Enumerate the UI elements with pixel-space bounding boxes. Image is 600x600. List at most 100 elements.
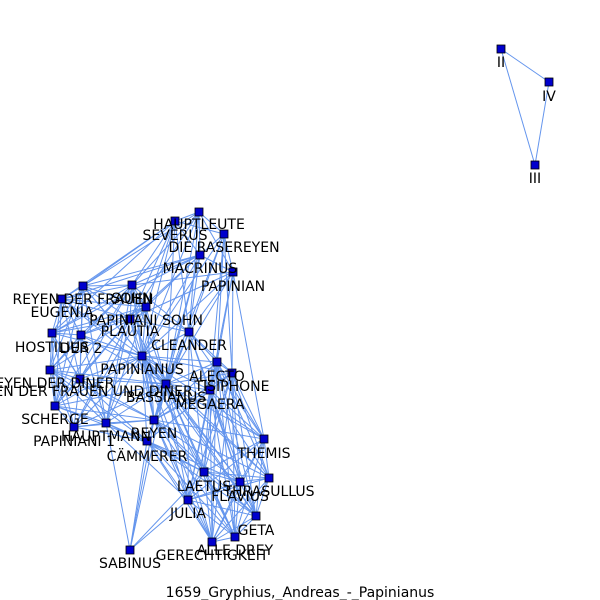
node-label-hauptleute: HAUPTLEUTE — [153, 217, 245, 233]
edge-alecto-themis — [216, 361, 265, 440]
node-flavius — [235, 477, 245, 487]
edge-papinianus-themis — [141, 355, 265, 440]
edge-papinian-papinianus — [141, 271, 234, 357]
edge-tisiphone-bassianus — [165, 372, 233, 385]
node-label-alecto: ALECTO — [189, 369, 245, 385]
edge-papinian-sohn — [131, 271, 234, 286]
node-hostilius — [47, 328, 57, 338]
node-eugenia — [57, 294, 67, 304]
edge-hostilius-reyen_der_diner — [49, 332, 53, 371]
edge-reyen_der_diner-reyen — [49, 369, 155, 421]
edge-hauptleute-papinian — [198, 211, 234, 273]
edge-tisiphone-flavius — [231, 372, 241, 483]
edge-macrinus-eugenia — [61, 254, 201, 300]
edge-reyen-alle_drey — [153, 419, 236, 538]
edge-reyen_der_frauen_und_diner-hauptmann — [79, 378, 107, 424]
edge-ii-iii — [500, 48, 536, 166]
edge-alecto-reyen — [153, 361, 218, 421]
edge-der_2-reyen_der_diner — [49, 334, 82, 371]
edge-severus-macrinus — [174, 220, 201, 256]
edge-tisiphone-reyen — [153, 372, 233, 421]
edge-plautia-papinianus — [129, 318, 143, 357]
node-label-papiniani-sohn: PAPINIANI SOHN — [89, 313, 203, 329]
node-plautia — [125, 314, 135, 324]
node-hauptleute — [194, 207, 204, 217]
edge-alecto-bassianus — [165, 361, 218, 385]
edge-sohn-hauptmann — [105, 284, 133, 424]
edge-eugenia-plautia — [61, 298, 131, 320]
node-label-ii: II — [497, 55, 505, 71]
edge-cleander-tisiphone — [188, 331, 233, 374]
edge-themis-laetus — [203, 438, 265, 473]
node-bassianus — [161, 379, 171, 389]
edge-severus-papiniani_sohn — [145, 220, 176, 308]
edge-laetus-flavius — [203, 471, 241, 483]
node-layer — [45, 44, 554, 555]
edge-megaera-flavius — [209, 389, 241, 483]
edge-ii-iv — [500, 48, 550, 83]
edge-bassianus-scherge — [54, 383, 167, 407]
edge-hauptmann-sabinus — [105, 422, 131, 551]
edge-plautia-cleander — [129, 318, 190, 333]
edge-themis-thrasullus — [263, 438, 270, 479]
edge-die_rasereyen-papinian — [223, 233, 234, 273]
edge-reyen_der_frauen_und_diner-cammerer — [79, 378, 148, 442]
edge-papinianus-reyen_der_diner — [49, 355, 143, 371]
edge-der_2-scherge — [54, 334, 82, 407]
edge-cammerer-flavius — [146, 440, 241, 483]
edge-papiniani_sohn-der_2 — [80, 306, 147, 336]
edge-hauptmann-laetus — [105, 422, 205, 473]
edge-bassianus-themis — [165, 383, 265, 440]
node-label-eugenia: EUGENIA — [31, 305, 94, 321]
edge-plautia-reyen_der_diner — [49, 318, 131, 371]
edge-die_rasereyen-alecto — [216, 233, 225, 363]
edge-tisiphone-geta — [231, 372, 257, 517]
node-alle-drey — [230, 532, 240, 542]
node-label-papiniani-1: PAPINIANI 1 — [33, 434, 115, 450]
edge-papinianus-hauptmann — [105, 355, 143, 424]
edge-flavius-gerechtigkeit — [211, 481, 241, 543]
edge-scherge-reyen — [54, 405, 155, 421]
edge-thrasullus-geta — [255, 477, 270, 517]
edge-bassianus-flavius — [165, 383, 241, 483]
node-label-tisiphone: TISIPHONE — [193, 379, 269, 395]
edge-eugenia-der_2 — [61, 298, 82, 336]
edge-hauptleute-cleander — [188, 211, 200, 333]
node-label-cammerer: CÄMMERER — [107, 447, 188, 465]
edge-julia-sabinus — [129, 499, 189, 551]
edge-julia-alle_drey — [187, 499, 236, 538]
edge-cammerer-gerechtigkeit — [146, 440, 213, 543]
edge-themis-gerechtigkeit — [211, 438, 265, 543]
node-label-plautia: PLAUTIA — [101, 324, 160, 340]
node-label-sabinus: SABINUS — [99, 556, 161, 572]
node-label-bassianus: BASSIANUS — [126, 390, 206, 406]
edge-papiniani_sohn-papinianus — [141, 306, 147, 357]
node-cammerer — [142, 436, 152, 446]
edge-severus-hostilius — [51, 220, 176, 334]
edge-reyen_der_diner-cammerer — [49, 369, 148, 442]
edge-reyen_der_diner-bassianus — [49, 369, 167, 385]
node-der-2 — [76, 330, 86, 340]
edge-megaera-laetus — [203, 389, 211, 473]
edge-sohn-eugenia — [61, 284, 133, 300]
edge-geta-gerechtigkeit — [211, 515, 257, 543]
edge-megaera-thrasullus — [209, 389, 270, 479]
node-thrasullus — [264, 473, 274, 483]
edge-papinian-tisiphone — [231, 271, 234, 374]
node-laetus — [199, 467, 209, 477]
edge-reyen-laetus — [153, 419, 205, 473]
edge-macrinus-papiniani_sohn — [145, 254, 201, 308]
edge-severus-cleander — [174, 220, 190, 333]
edge-hauptmann-julia — [105, 422, 189, 501]
node-sohn — [127, 280, 137, 290]
edge-reyen_der_frauen_und_diner-scherge — [54, 378, 81, 407]
edge-reyen_der_frauen_und_diner-reyen — [79, 378, 155, 421]
node-label-iii: III — [529, 171, 541, 187]
edge-julia-gerechtigkeit — [187, 499, 213, 543]
node-label-themis: THEMIS — [236, 446, 290, 462]
edge-reyen_der_diner-reyen_der_frauen_und_diner — [49, 369, 81, 380]
edge-der_2-reyen_der_frauen_und_diner — [79, 334, 82, 380]
edge-reyen-themis — [153, 419, 265, 440]
node-label-gerechtigkeit: GERECHTIGKEIT — [156, 548, 269, 564]
edge-hauptmann-reyen — [105, 419, 155, 424]
